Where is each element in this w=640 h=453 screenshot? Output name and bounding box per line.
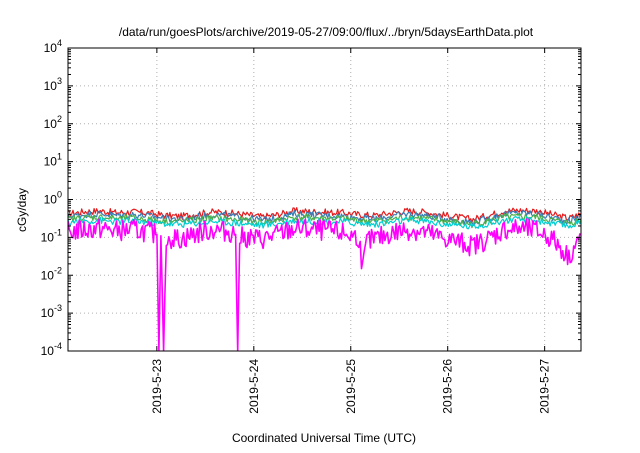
y-tick-label: 10-2 [41,265,62,282]
y-tick-label: 10-1 [41,227,62,244]
y-axis-label: cGy/day [15,188,29,232]
series-line-5 [68,218,581,351]
ticks: 10-4 10-3 10-2 10-1 100 101 102 103 104 2019-5-23… [41,38,581,414]
y-tick-label: 102 [44,114,62,131]
x-tick-label: 2019-5-24 [247,359,261,414]
y-tick-label: 10-4 [41,341,62,358]
y-tick-label: 10-3 [41,303,62,320]
series-layer [68,207,581,351]
grid [68,48,581,351]
plot-frame [67,47,582,352]
y-tick-label: 103 [44,76,62,93]
x-axis-label: Coordinated Universal Time (UTC) [232,431,416,445]
x-tick-label: 2019-5-23 [150,359,164,414]
chart-title: /data/run/goesPlots/archive/2019-05-27/0… [119,25,534,39]
x-tick-label: 2019-5-27 [538,359,552,414]
y-tick-label: 101 [44,152,62,169]
x-tick-label: 2019-5-25 [344,359,358,414]
y-tick-label: 100 [44,190,62,207]
x-tick-label: 2019-5-26 [441,359,455,414]
y-tick-label: 104 [44,38,62,55]
series-line-2 [68,209,581,226]
